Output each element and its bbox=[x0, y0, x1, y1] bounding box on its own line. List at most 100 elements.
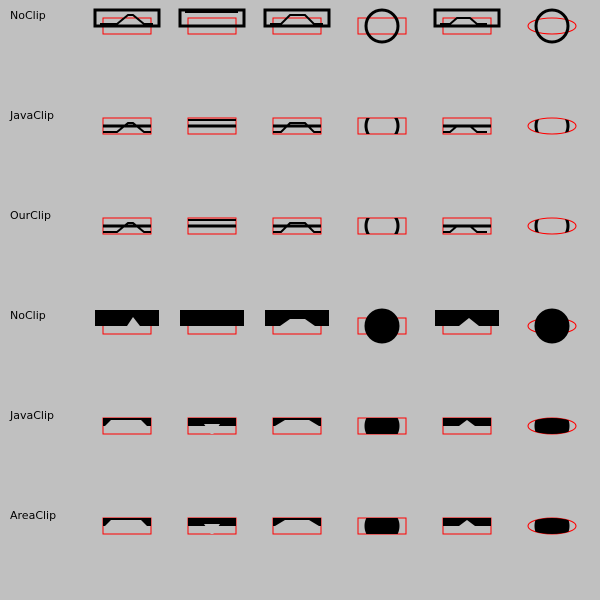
shape-fill bbox=[180, 310, 244, 326]
clipped-content bbox=[443, 518, 491, 526]
clip-ellipse bbox=[527, 117, 577, 135]
cell-r4-c3 bbox=[357, 417, 407, 435]
cell-r4-c1 bbox=[187, 417, 237, 435]
clipped-content bbox=[188, 119, 236, 128]
row-label-ourclip-stroke: OurClip bbox=[10, 209, 51, 222]
shape-circle bbox=[534, 8, 570, 44]
clipped-content bbox=[443, 418, 491, 426]
cell-r4-c5 bbox=[527, 417, 577, 435]
shape-inner-line bbox=[273, 222, 321, 233]
clip-rect bbox=[357, 117, 407, 135]
shape-fill bbox=[265, 310, 329, 326]
cell-r5-c5 bbox=[527, 517, 577, 535]
clipped-content bbox=[188, 418, 236, 434]
shape-outline bbox=[188, 224, 236, 228]
clipped-content bbox=[534, 118, 570, 134]
cell-r2-c4 bbox=[442, 217, 492, 235]
shape-circle bbox=[534, 308, 570, 344]
cell-r0-c0 bbox=[93, 8, 161, 35]
cell-r3-c5 bbox=[527, 308, 577, 344]
cell-r5-c2 bbox=[272, 517, 322, 535]
cell-r0-c5 bbox=[527, 8, 577, 44]
shape-circle bbox=[534, 218, 570, 234]
row-label-areaclip-fill: AreaClip bbox=[10, 509, 57, 522]
row-label-noclip-fill: NoClip bbox=[10, 309, 46, 322]
shape-circle bbox=[534, 418, 570, 434]
cell-r0-c1 bbox=[178, 8, 246, 35]
shape-outline bbox=[178, 8, 246, 28]
clipped-content bbox=[364, 518, 400, 534]
clipped-content bbox=[443, 124, 491, 133]
shape-notch bbox=[275, 520, 319, 526]
clipped-content bbox=[103, 418, 151, 426]
row-label-javaclip-stroke: JavaClip bbox=[10, 109, 55, 122]
clipped-content bbox=[534, 418, 570, 434]
shape-inner-line bbox=[443, 125, 487, 133]
cell-r5-c3 bbox=[357, 517, 407, 535]
cell-r2-c1 bbox=[187, 217, 237, 235]
cell-r3-c2 bbox=[265, 310, 329, 335]
cell-r5-c4 bbox=[442, 517, 492, 535]
shape-outline bbox=[273, 124, 321, 128]
clipped-content bbox=[534, 218, 570, 234]
cell-r3-c1 bbox=[180, 310, 244, 335]
shape-outline bbox=[93, 8, 161, 28]
clipped-content bbox=[273, 122, 321, 133]
shape-outline bbox=[103, 124, 151, 128]
row-1-group bbox=[102, 117, 577, 135]
row-2-group bbox=[102, 217, 577, 235]
cell-r2-c3 bbox=[357, 217, 407, 235]
cell-r1-c2 bbox=[272, 117, 322, 135]
cell-r1-c4 bbox=[442, 117, 492, 135]
row-0-group bbox=[93, 8, 577, 44]
clipped-content bbox=[103, 518, 151, 526]
shape-notch bbox=[459, 520, 475, 526]
clipped-content bbox=[273, 222, 321, 233]
cell-r5-c1 bbox=[187, 517, 237, 535]
shape-circle bbox=[364, 8, 400, 44]
row-3-group bbox=[95, 308, 577, 344]
shape-circle bbox=[364, 418, 400, 434]
cell-r0-c4 bbox=[433, 8, 501, 35]
shape-outline bbox=[103, 224, 151, 228]
clip-rect bbox=[357, 217, 407, 235]
shape-circle bbox=[534, 518, 570, 534]
clip-ellipse bbox=[527, 17, 577, 35]
shape-notch bbox=[459, 318, 479, 326]
shape-inner-line bbox=[270, 14, 323, 25]
shape-inner-line bbox=[443, 225, 487, 233]
clipped-content bbox=[103, 122, 151, 133]
shape-notch bbox=[204, 524, 220, 534]
shape-notch bbox=[105, 420, 147, 426]
clipped-content bbox=[364, 418, 400, 434]
shape-notch bbox=[204, 424, 220, 434]
shape-outline bbox=[433, 8, 501, 28]
clip-rect bbox=[357, 17, 407, 35]
clipped-content bbox=[188, 518, 236, 534]
shape-fill bbox=[188, 418, 236, 426]
clipped-content bbox=[188, 219, 236, 228]
cell-r5-c0 bbox=[102, 517, 152, 535]
shape-inner-line bbox=[273, 122, 321, 133]
clipped-content bbox=[103, 222, 151, 233]
shape-notch bbox=[275, 420, 319, 426]
cell-r2-c0 bbox=[102, 217, 152, 235]
shape-inner-line bbox=[103, 222, 151, 233]
cell-r3-c3 bbox=[357, 308, 407, 344]
shape-outline bbox=[188, 124, 236, 128]
shape-fill bbox=[435, 310, 499, 326]
cell-r4-c2 bbox=[272, 417, 322, 435]
shape-inner-line bbox=[103, 122, 151, 133]
row-label-noclip-stroke: NoClip bbox=[10, 9, 46, 22]
row-label-javaclip-fill: JavaClip bbox=[10, 409, 55, 422]
clipped-content bbox=[534, 518, 570, 534]
cell-r1-c1 bbox=[187, 117, 237, 135]
shape-fill bbox=[95, 310, 159, 326]
shape-notch bbox=[105, 520, 147, 526]
shape-notch bbox=[280, 319, 315, 326]
cell-r1-c3 bbox=[357, 117, 407, 135]
shape-circle bbox=[364, 218, 400, 234]
cell-r1-c5 bbox=[527, 117, 577, 135]
clipped-content bbox=[364, 218, 400, 234]
